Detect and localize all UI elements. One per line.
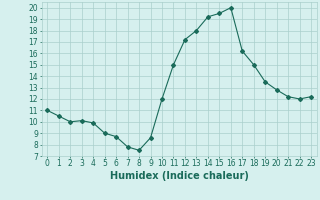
X-axis label: Humidex (Indice chaleur): Humidex (Indice chaleur) [110,171,249,181]
